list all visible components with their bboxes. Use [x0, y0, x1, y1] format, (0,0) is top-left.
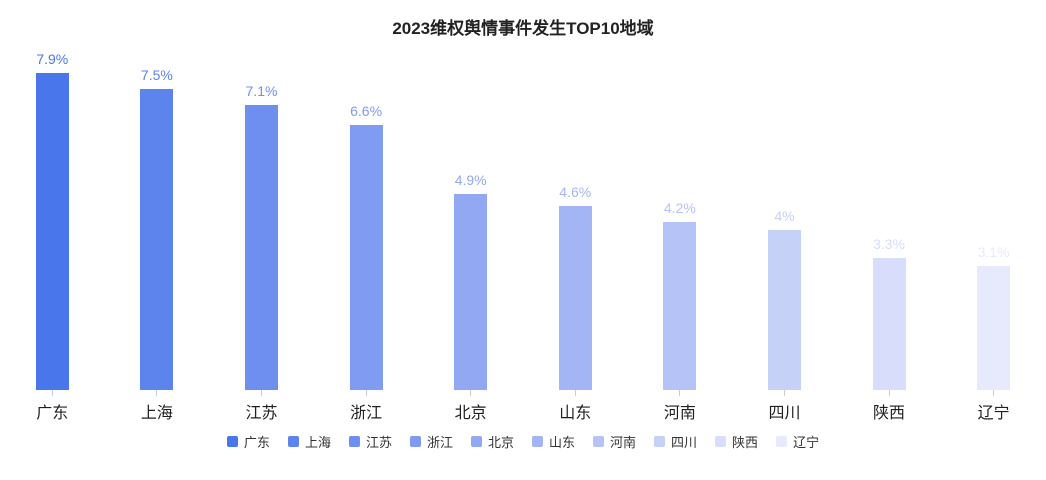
x-axis-cell: 山东 [523, 390, 628, 426]
x-axis-label: 上海 [140, 405, 173, 422]
bar-column: 6.6% [314, 0, 419, 390]
x-axis-label: 江苏 [245, 405, 278, 422]
bar-column: 7.1% [209, 0, 314, 390]
bar[interactable] [35, 73, 69, 390]
bar-value-label: 4.2% [663, 200, 696, 216]
x-axis-cell: 江苏 [209, 390, 314, 426]
bar-value-label: 7.1% [245, 83, 278, 99]
bar-column: 3.3% [837, 0, 942, 390]
x-axis-cell: 四川 [732, 390, 837, 426]
x-axis-cell: 北京 [418, 390, 523, 426]
chart-title: 2023维权舆情事件发生TOP10地域 [392, 19, 654, 38]
x-axis-label: 辽宁 [977, 405, 1010, 422]
legend-swatch [532, 436, 543, 447]
axis-tick [260, 390, 262, 396]
bar-value-label: 4.9% [454, 172, 487, 188]
legend: 广东 上海 江苏 浙江 北京 山东 河南 四川 陕西 辽宁 [0, 432, 1046, 451]
legend-label: 浙江 [426, 435, 453, 450]
bar-column: 4% [732, 0, 837, 390]
bar-column: 4.6% [523, 0, 628, 390]
legend-label: 辽宁 [793, 435, 820, 450]
axis-tick [783, 390, 785, 396]
x-axis-label: 陕西 [873, 405, 906, 422]
legend-swatch [287, 436, 299, 447]
legend-item[interactable]: 江苏 [348, 432, 392, 451]
bar[interactable] [767, 230, 801, 390]
legend-item[interactable]: 上海 [287, 432, 331, 451]
legend-label: 四川 [671, 435, 698, 450]
plot-area: 7.9% 7.5% 7.1% 6.6% 4.9% 4.6% 4.2% 4% 3.3% 3.1% [0, 0, 1046, 390]
x-axis-cell: 辽宁 [941, 390, 1046, 426]
bar-value-label: 7.5% [140, 67, 173, 83]
axis-tick [993, 390, 995, 396]
legend-item[interactable]: 河南 [593, 432, 636, 451]
bar-value-label: 4.6% [559, 184, 592, 200]
bar-column: 7.5% [105, 0, 210, 390]
legend-item[interactable]: 山东 [532, 432, 575, 451]
bar-value-label: 4% [774, 208, 795, 224]
axis-tick [888, 390, 890, 396]
legend-swatch [776, 436, 788, 447]
legend-swatch [715, 436, 727, 447]
legend-label: 北京 [487, 435, 514, 450]
bar[interactable] [454, 194, 488, 390]
bar[interactable] [977, 266, 1011, 390]
legend-item[interactable]: 四川 [654, 432, 697, 451]
bar-column: 4.9% [418, 0, 523, 390]
legend-item[interactable]: 辽宁 [776, 432, 819, 451]
legend-label: 上海 [304, 435, 331, 450]
axis-tick [51, 390, 53, 396]
x-axis-cell: 陕西 [837, 390, 942, 426]
axis-tick [156, 390, 158, 396]
legend-item[interactable]: 陕西 [715, 432, 758, 451]
x-axis-cell: 上海 [105, 390, 210, 426]
legend-swatch [654, 436, 666, 447]
legend-label: 广东 [243, 435, 270, 450]
bar-value-label: 6.6% [350, 103, 383, 119]
legend-swatch [409, 436, 421, 447]
legend-swatch [348, 436, 360, 447]
bar-column: 3.1% [941, 0, 1046, 390]
bar[interactable] [349, 125, 383, 390]
x-axis-cell: 河南 [628, 390, 733, 426]
bar-column: 4.2% [628, 0, 733, 390]
bar-value-label: 3.1% [977, 244, 1010, 260]
x-axis-label: 广东 [36, 405, 69, 422]
legend-swatch [470, 436, 482, 447]
legend-item[interactable]: 广东 [226, 432, 270, 451]
axis-tick [574, 390, 576, 396]
legend-label: 山东 [549, 435, 576, 450]
bar-column: 7.9% [0, 0, 105, 390]
bar[interactable] [140, 89, 174, 390]
x-axis-label: 北京 [454, 405, 487, 422]
x-axis-label: 浙江 [350, 405, 383, 422]
axis-tick [365, 390, 367, 396]
axis-tick [470, 390, 472, 396]
bar[interactable] [244, 105, 278, 390]
bar[interactable] [872, 258, 906, 390]
x-axis-label: 四川 [768, 405, 801, 422]
bar[interactable] [558, 206, 592, 390]
bar-value-label: 3.3% [873, 236, 905, 252]
x-axis: 广东 上海 江苏 浙江 北京 山东 河南 四川 陕西 辽宁 [0, 390, 1046, 426]
legend-swatch [226, 436, 238, 447]
x-axis-cell: 浙江 [314, 390, 419, 426]
x-axis-label: 河南 [663, 405, 696, 422]
bar-value-label: 7.9% [36, 51, 69, 67]
legend-swatch [593, 436, 605, 447]
bar[interactable] [663, 222, 697, 390]
axis-tick [679, 390, 681, 396]
x-axis-cell: 广东 [0, 390, 105, 426]
legend-label: 江苏 [365, 435, 392, 450]
legend-label: 陕西 [732, 435, 759, 450]
legend-label: 河南 [610, 435, 637, 450]
x-axis-label: 山东 [559, 405, 592, 422]
legend-item[interactable]: 浙江 [409, 432, 453, 451]
legend-item[interactable]: 北京 [470, 432, 514, 451]
